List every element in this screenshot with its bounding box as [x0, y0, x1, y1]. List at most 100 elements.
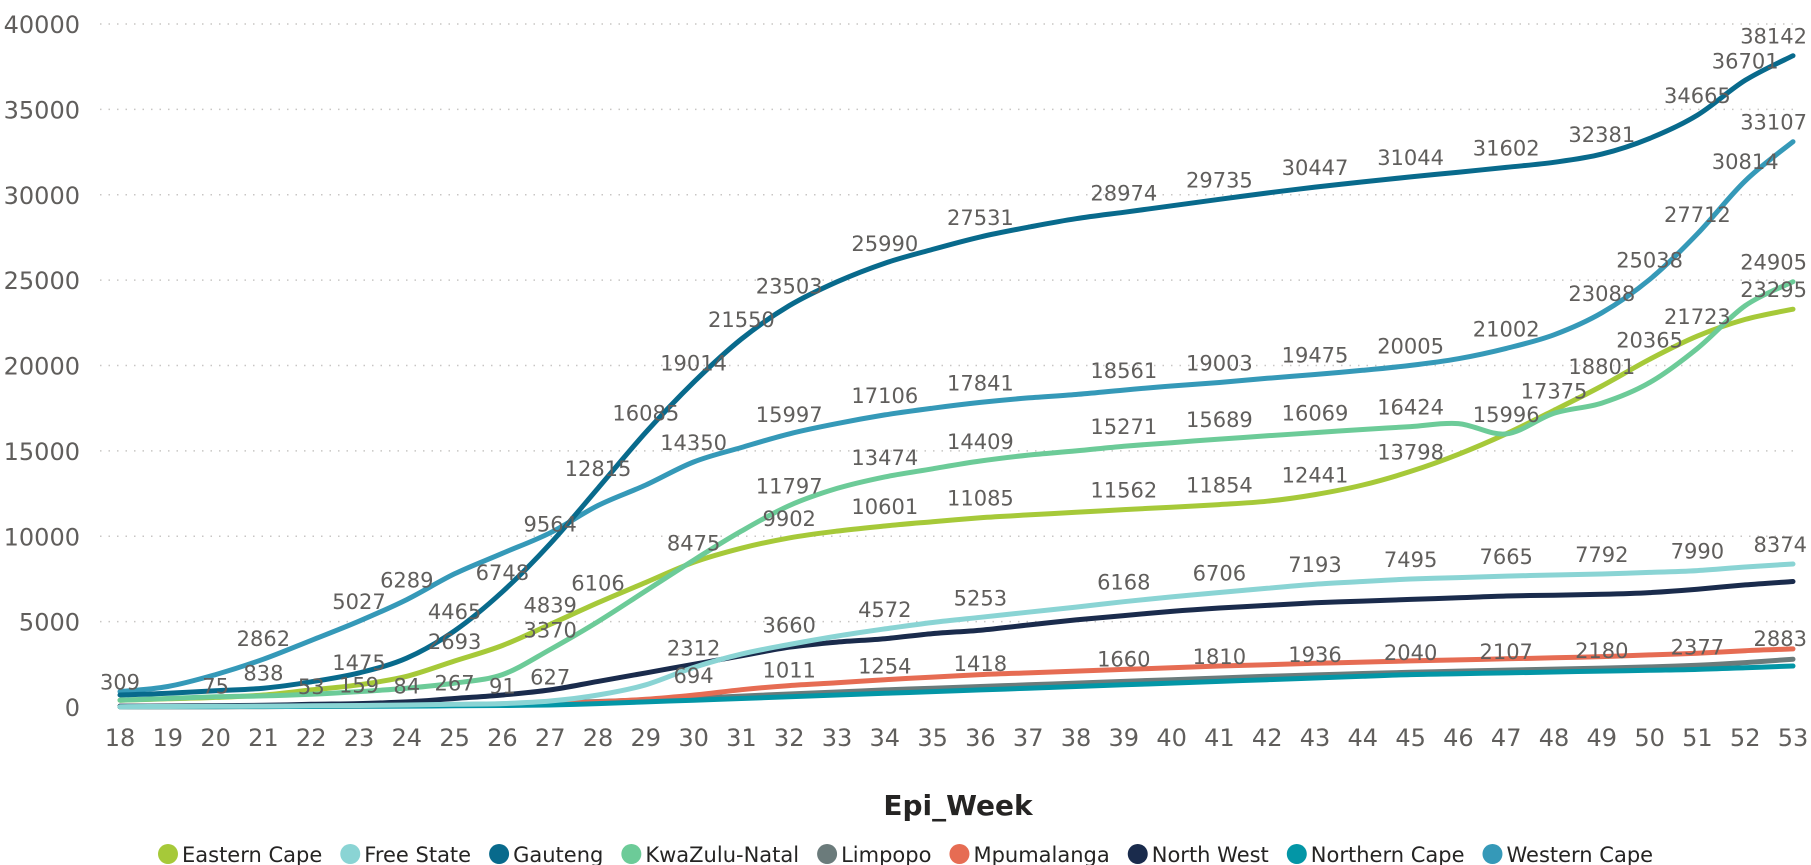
data-label: 1660	[1097, 648, 1150, 672]
data-label: 34665	[1664, 84, 1731, 108]
data-label: 36701	[1712, 49, 1779, 73]
data-label: 6289	[380, 569, 433, 593]
series-line-western-cape[interactable]	[117, 139, 1796, 695]
data-label: 4839	[523, 593, 576, 617]
data-label: 15996	[1473, 403, 1540, 427]
data-label: 7665	[1479, 545, 1532, 569]
legend-label: Mpumalanga	[973, 843, 1109, 865]
data-label: 15271	[1090, 415, 1157, 439]
x-tick-label: 30	[678, 724, 709, 752]
legend-label: Free State	[364, 843, 471, 865]
data-label: 18801	[1568, 355, 1635, 379]
y-tick-label: 25000	[4, 267, 80, 295]
data-label: 2862	[237, 627, 290, 651]
x-tick-label: 43	[1300, 724, 1331, 752]
legend-label: Western Cape	[1506, 843, 1653, 865]
data-label: 21550	[708, 308, 775, 332]
data-label: 15689	[1186, 408, 1253, 432]
data-label: 9902	[762, 507, 815, 531]
x-tick-label: 51	[1682, 724, 1713, 752]
legend-marker	[1286, 844, 1307, 864]
data-label: 20005	[1377, 334, 1444, 358]
data-label: 1810	[1193, 645, 1246, 669]
data-label: 32381	[1568, 123, 1635, 147]
y-tick-label: 0	[65, 694, 80, 722]
data-label: 21002	[1473, 317, 1540, 341]
legend-marker	[621, 844, 642, 864]
data-label: 25038	[1616, 248, 1683, 272]
data-label: 2040	[1384, 641, 1437, 665]
legend-item-gauteng[interactable]: Gauteng	[489, 843, 603, 865]
data-label: 11854	[1186, 474, 1253, 498]
legend-item-northern-cape[interactable]: Northern Cape	[1286, 843, 1465, 865]
data-label: 23088	[1568, 282, 1635, 306]
y-tick-label: 40000	[4, 11, 80, 39]
data-label: 29735	[1186, 168, 1253, 192]
data-label: 7193	[1288, 553, 1341, 577]
data-label: 18561	[1090, 359, 1157, 383]
data-label: 8475	[667, 531, 720, 555]
legend-item-western-cape[interactable]: Western Cape	[1482, 843, 1653, 865]
data-label: 24905	[1740, 251, 1807, 275]
y-tick-label: 15000	[4, 438, 80, 466]
legend-item-limpopo[interactable]: Limpopo	[817, 843, 931, 865]
legend-item-free-state[interactable]: Free State	[340, 843, 471, 865]
legend-marker	[1482, 844, 1503, 864]
x-tick-label: 40	[1156, 724, 1187, 752]
data-label: 33107	[1740, 111, 1807, 135]
x-tick-label: 34	[870, 724, 901, 752]
legend-item-north-west[interactable]: North West	[1127, 843, 1269, 865]
legend-label: KwaZulu-Natal	[645, 843, 799, 865]
data-label: 3370	[523, 618, 576, 642]
data-label: 6706	[1193, 561, 1246, 585]
data-label: 2107	[1479, 640, 1532, 664]
data-label: 6106	[571, 572, 624, 596]
x-tick-label: 47	[1491, 724, 1522, 752]
data-label: 25990	[851, 232, 918, 256]
series-line-free-state[interactable]	[117, 561, 1796, 710]
data-label: 23503	[756, 275, 823, 299]
x-tick-label: 21	[248, 724, 279, 752]
data-label: 12441	[1282, 464, 1349, 488]
data-label: 11562	[1090, 479, 1157, 503]
data-label: 7792	[1575, 543, 1628, 567]
data-label: 17841	[947, 371, 1014, 395]
data-label: 5253	[954, 586, 1007, 610]
data-label: 17106	[851, 384, 918, 408]
data-label: 838	[243, 662, 283, 686]
data-label: 28974	[1090, 181, 1157, 205]
data-label: 5027	[332, 590, 385, 614]
data-label: 6168	[1097, 571, 1150, 595]
data-label: 159	[339, 673, 379, 697]
data-label: 7495	[1384, 548, 1437, 572]
legend-marker	[817, 844, 838, 864]
data-label: 2883	[1754, 627, 1807, 651]
y-tick-label: 30000	[4, 182, 80, 210]
series-line-north-west[interactable]	[117, 579, 1796, 709]
legend-item-mpumalanga[interactable]: Mpumalanga	[949, 843, 1110, 865]
series-line-gauteng[interactable]	[117, 53, 1796, 698]
x-tick-label: 32	[774, 724, 805, 752]
data-label: 3660	[762, 614, 815, 638]
x-tick-label: 20	[200, 724, 231, 752]
data-label: 19014	[660, 351, 727, 375]
legend-item-eastern-cape[interactable]: Eastern Cape	[158, 843, 322, 865]
x-tick-label: 25	[439, 724, 470, 752]
series-line-kwazulu-natal[interactable]	[117, 279, 1796, 703]
data-label: 20365	[1616, 328, 1683, 352]
data-label: 53	[298, 675, 325, 699]
legend-item-kwazulu-natal[interactable]: KwaZulu-Natal	[621, 843, 799, 865]
x-tick-label: 41	[1204, 724, 1235, 752]
data-label: 19475	[1282, 343, 1349, 367]
data-label: 627	[530, 665, 570, 689]
x-tick-label: 28	[583, 724, 614, 752]
data-label: 31602	[1473, 136, 1540, 160]
legend-marker	[158, 844, 178, 864]
x-tick-label: 48	[1539, 724, 1570, 752]
x-tick-label: 46	[1443, 724, 1474, 752]
y-tick-label: 10000	[4, 523, 80, 551]
legend[interactable]: Eastern Cape Free State Gauteng KwaZulu-Nat…	[158, 843, 1653, 865]
x-tick-label: 52	[1730, 724, 1761, 752]
